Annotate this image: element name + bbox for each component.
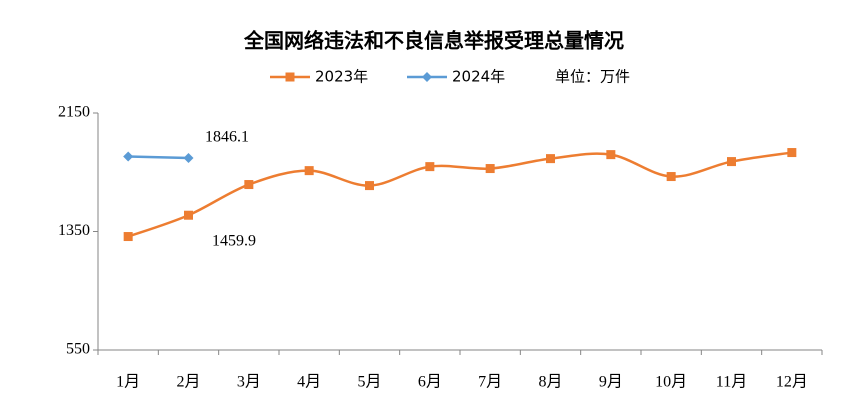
point [606, 150, 616, 160]
point [184, 210, 193, 220]
point [285, 72, 295, 82]
x-tick-label: 6月 [418, 374, 442, 391]
point [485, 164, 495, 174]
point [425, 162, 435, 172]
x-tick-label: 7月 [478, 374, 502, 391]
x-tick-label: 3月 [237, 374, 261, 391]
series-line [128, 155, 189, 160]
point [123, 232, 133, 242]
unit-label: 单位：万件 [555, 68, 630, 86]
legend-label: 2024年 [452, 68, 505, 86]
annotation: 1846.1 [205, 129, 249, 146]
x-tick-label: 9月 [599, 374, 623, 391]
point [787, 148, 797, 158]
series-line [127, 151, 793, 238]
point [546, 154, 555, 164]
point [244, 180, 254, 190]
point [666, 172, 676, 182]
x-tick-label: 5月 [357, 374, 381, 391]
y-tick-label: 1350 [58, 222, 90, 239]
x-tick-label: 12月 [776, 374, 808, 391]
y-tick-label: 2150 [58, 104, 90, 121]
annotation: 1459.9 [212, 233, 256, 250]
point [304, 166, 314, 176]
x-tick-label: 8月 [538, 374, 562, 391]
point [123, 151, 134, 162]
point [183, 153, 194, 164]
point [365, 181, 374, 191]
x-tick-label: 1月 [116, 374, 140, 391]
x-tick-label: 11月 [716, 374, 747, 391]
y-tick-label: 550 [66, 341, 90, 358]
legend-label: 2023年 [315, 68, 368, 86]
x-tick-label: 2月 [176, 374, 200, 391]
point [727, 157, 736, 167]
x-tick-label: 10月 [655, 374, 687, 391]
chart-title: 全国网络违法和不良信息举报受理总量情况 [243, 29, 624, 53]
point [422, 72, 432, 82]
x-tick-label: 4月 [297, 374, 321, 391]
